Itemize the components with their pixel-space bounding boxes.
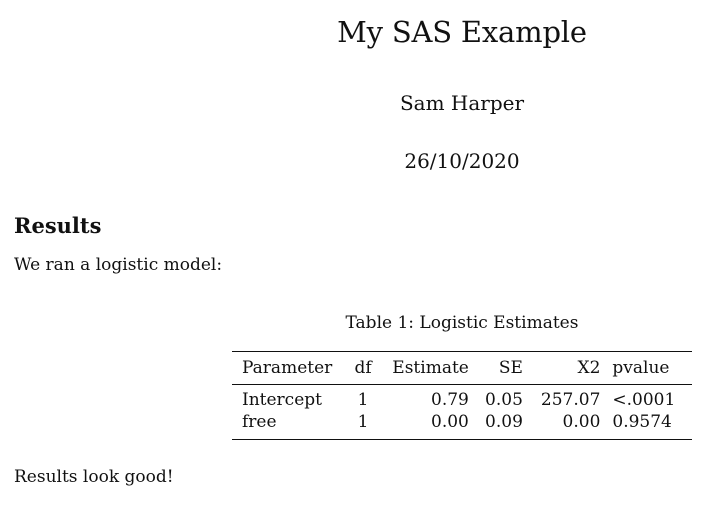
header-pvalue: pvalue (606, 351, 692, 385)
cell-x2: 0.00 (562, 412, 601, 432)
table-row: Intercept 1 0.79 0.05 257.07 <.0001 (232, 385, 692, 412)
table-header-row: Parameter df Estimate SE X2 pvalue (232, 351, 692, 385)
cell-parameter: Intercept (242, 390, 322, 410)
header-parameter: Parameter (232, 351, 348, 385)
logistic-estimates-table: Parameter df Estimate SE X2 pvalue Inter… (232, 351, 692, 440)
header-df: df (347, 351, 379, 385)
cell-x2: 257.07 (540, 390, 601, 410)
cell-parameter: free (242, 412, 277, 432)
cell-df: 1 (357, 390, 369, 410)
cell-pvalue: 0.9574 (612, 412, 672, 432)
cell-estimate: 0.00 (431, 412, 469, 432)
document-author: Sam Harper (399, 91, 525, 115)
header-se: SE (474, 351, 529, 385)
intro-paragraph: We ran a logistic model: (14, 255, 223, 275)
table-row: free 1 0.00 0.09 0.00 0.9574 (232, 411, 692, 440)
section-heading: Results (14, 213, 102, 238)
document-title: My SAS Example (337, 15, 587, 49)
conclusion-paragraph: Results look good! (14, 467, 174, 487)
table-caption: Table 1: Logistic Estimates (345, 313, 579, 333)
header-x2: X2 (528, 351, 607, 385)
cell-se: 0.09 (485, 412, 523, 432)
cell-df: 1 (357, 412, 369, 432)
cell-pvalue: <.0001 (612, 390, 676, 410)
header-estimate: Estimate (378, 351, 475, 385)
cell-se: 0.05 (485, 390, 523, 410)
cell-estimate: 0.79 (431, 390, 469, 410)
document-date: 26/10/2020 (404, 149, 520, 173)
